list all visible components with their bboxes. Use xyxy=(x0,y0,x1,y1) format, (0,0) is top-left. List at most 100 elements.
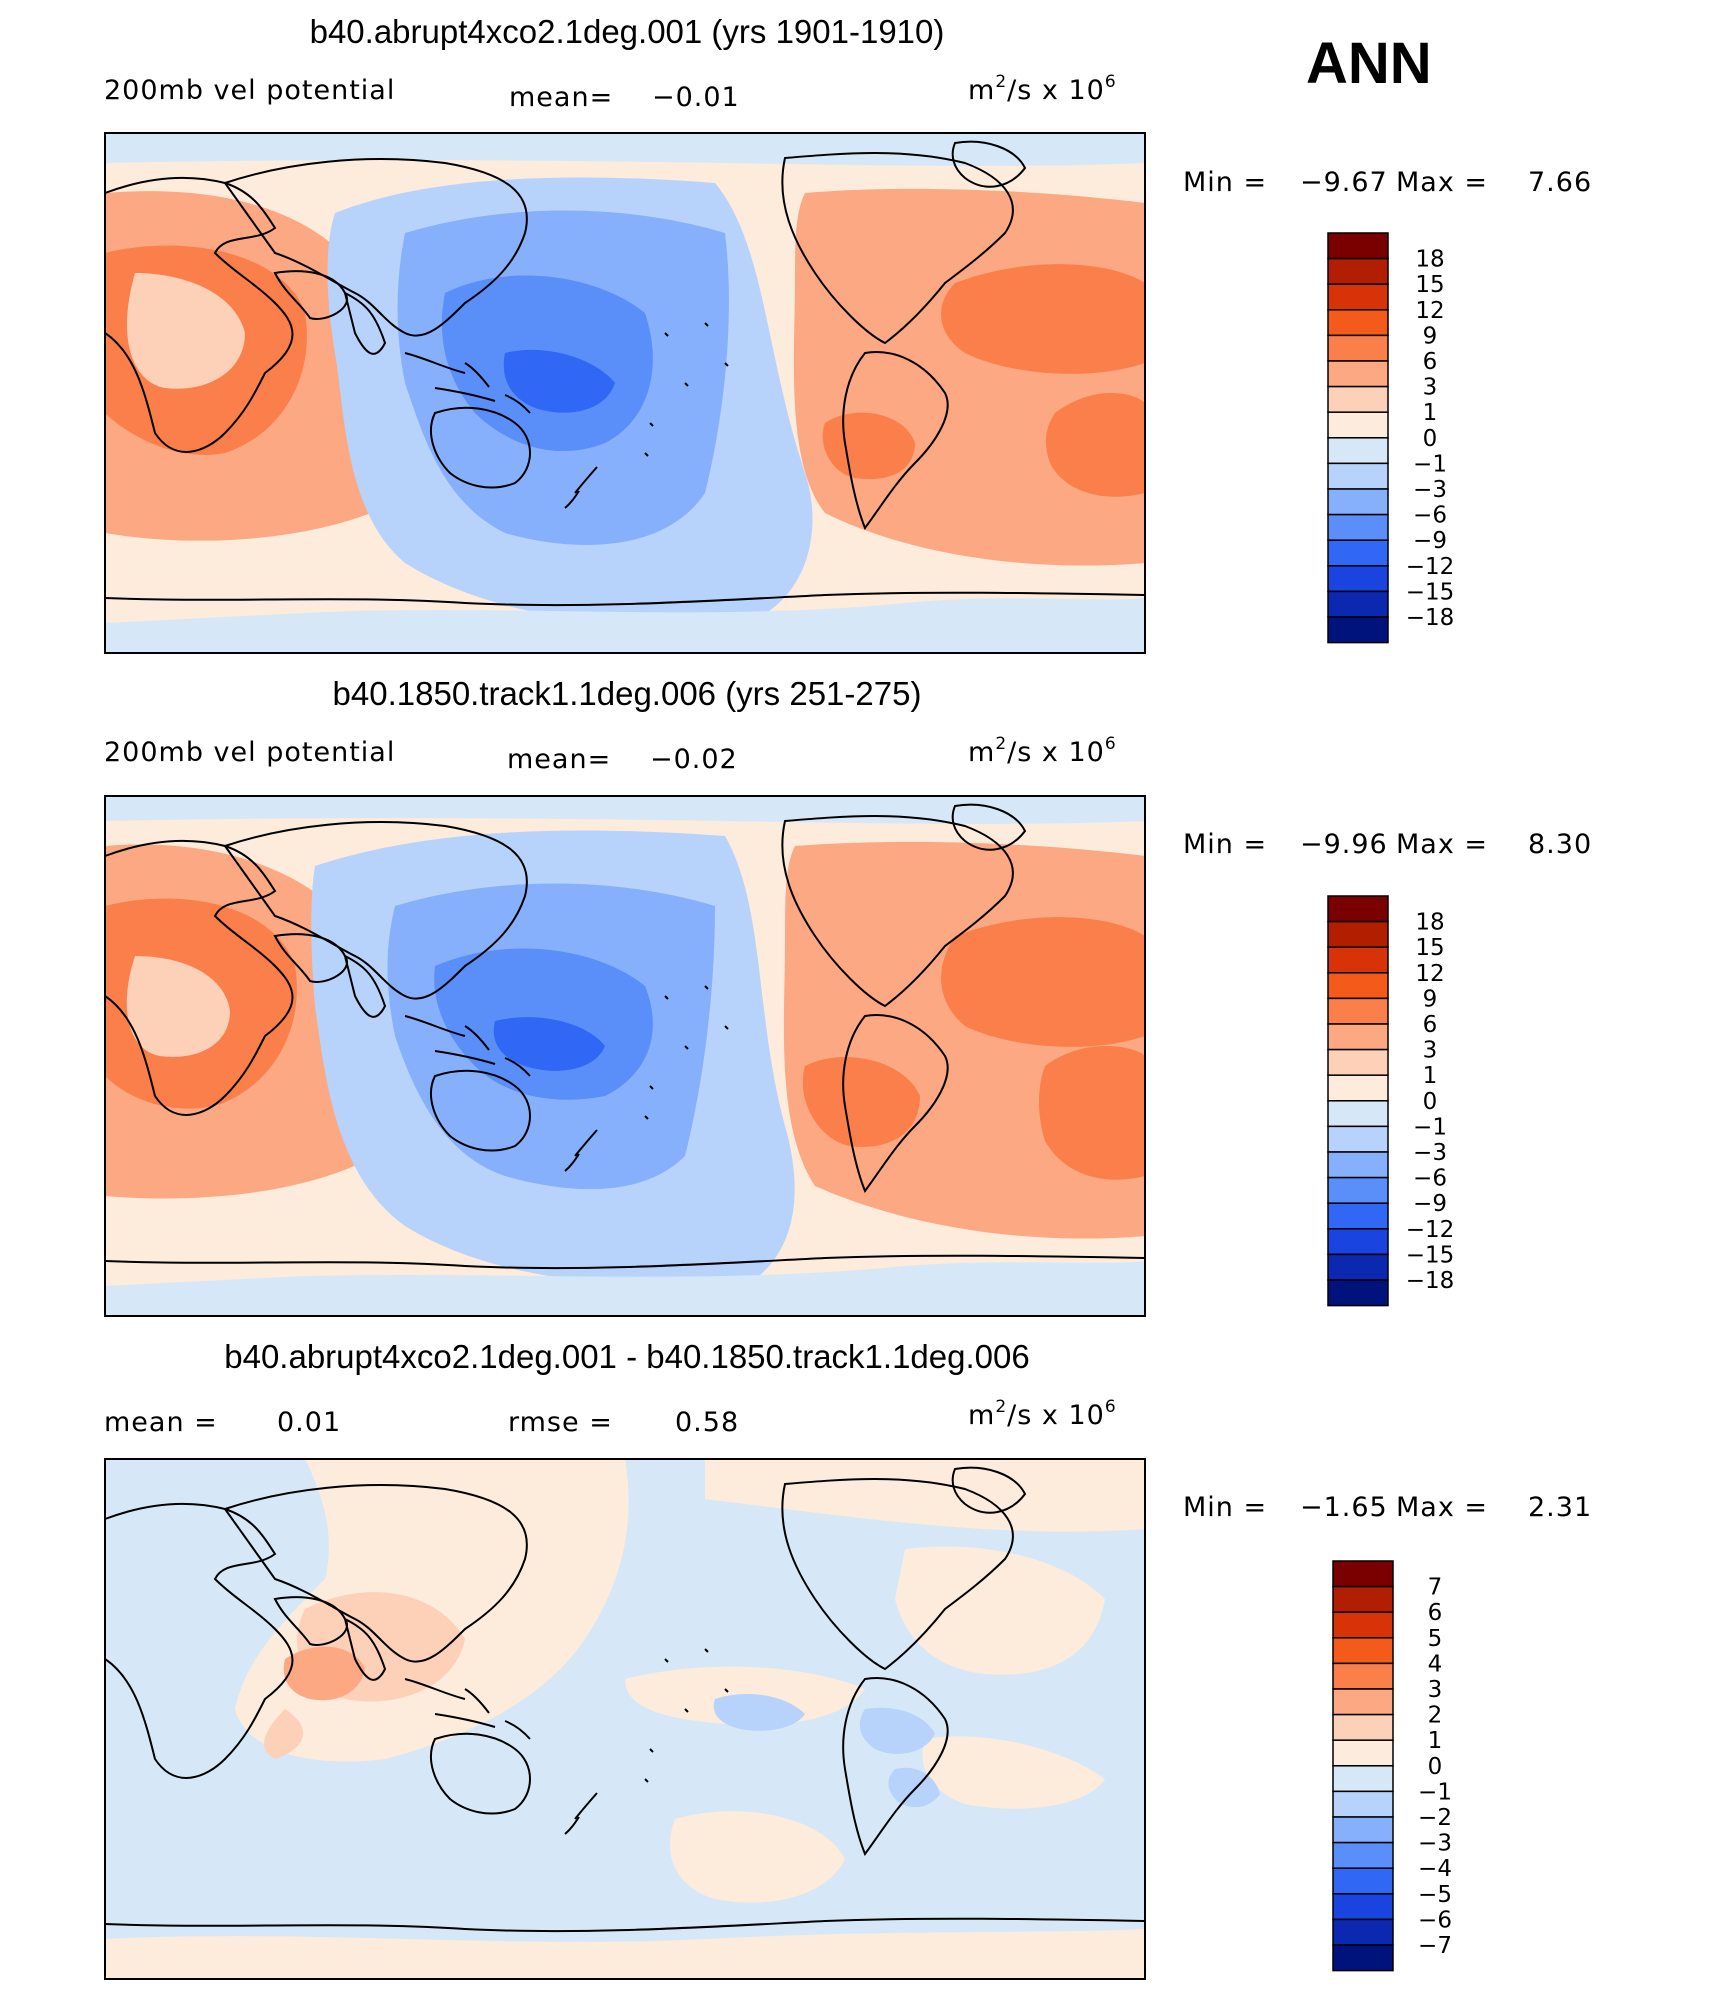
colorbar-tick-label: 6 xyxy=(1423,1012,1438,1038)
colorbar-swatch xyxy=(1332,1816,1394,1844)
colorbar-swatch xyxy=(1327,895,1389,923)
colorbar-tick-label: 3 xyxy=(1423,375,1438,401)
colorbar-swatch xyxy=(1327,309,1389,337)
colorbar-swatch xyxy=(1327,946,1389,974)
colorbar-swatch xyxy=(1332,1560,1394,1588)
panel-2-min-value: −9.96 xyxy=(1300,829,1388,860)
panel-3: b40.abrupt4xco2.1deg.001 - b40.1850.trac… xyxy=(104,1338,1592,1980)
colorbar-tick-label: −18 xyxy=(1406,605,1455,631)
panel-1-mean-label: mean= xyxy=(509,82,613,113)
panel-1-title: b40.abrupt4xco2.1deg.001 (yrs 1901-1910) xyxy=(310,13,945,50)
colorbar-swatch xyxy=(1327,539,1389,567)
colorbar-tick-label: −9 xyxy=(1413,528,1447,554)
colorbar-tick-label: −6 xyxy=(1413,503,1447,529)
colorbar-tick-label: −2 xyxy=(1418,1805,1452,1831)
colorbar-tick-label: 9 xyxy=(1423,323,1438,349)
colorbar-tick-label: −1 xyxy=(1413,451,1447,477)
colorbar-swatch xyxy=(1332,1944,1394,1972)
colorbar-tick-label: −1 xyxy=(1413,1114,1447,1140)
colorbar-tick-label: −1 xyxy=(1418,1779,1452,1805)
colorbar-swatch xyxy=(1327,1176,1389,1204)
colorbar-swatch xyxy=(1327,488,1389,516)
colorbar-swatch xyxy=(1332,1765,1394,1793)
panel-2-mean-label: mean= xyxy=(507,744,611,775)
colorbar-swatch xyxy=(1332,1918,1394,1946)
colorbar-swatch xyxy=(1327,360,1389,388)
colorbar-swatch xyxy=(1327,257,1389,285)
panel-2: b40.1850.track1.1deg.006 (yrs 251-275) 2… xyxy=(104,675,1592,1317)
colorbar-tick-label: −4 xyxy=(1418,1856,1452,1882)
colorbar-swatch xyxy=(1327,1125,1389,1153)
colorbar-tick-label: −18 xyxy=(1406,1268,1455,1294)
colorbar-swatch xyxy=(1327,1228,1389,1256)
panel-2-max-value: 8.30 xyxy=(1528,829,1592,860)
colorbar-tick-label: 4 xyxy=(1428,1651,1443,1677)
panel-3-mean-label: mean = xyxy=(104,1407,218,1438)
panel-1-min-label: Min = xyxy=(1183,167,1267,198)
panel-3-title: b40.abrupt4xco2.1deg.001 - b40.1850.trac… xyxy=(224,1338,1029,1375)
colorbar-swatch xyxy=(1332,1637,1394,1665)
colorbar-tick-label: 7 xyxy=(1428,1575,1443,1601)
panel-1-max-label: Max = xyxy=(1396,167,1488,198)
panel-1-max-value: 7.66 xyxy=(1528,167,1592,198)
season-label: ANN xyxy=(1306,31,1432,96)
colorbar-swatch xyxy=(1327,513,1389,541)
colorbar-swatch xyxy=(1332,1713,1394,1741)
colorbar-tick-label: −3 xyxy=(1413,477,1447,503)
colorbar-tick-label: 18 xyxy=(1415,247,1444,273)
colorbar-swatch xyxy=(1327,1023,1389,1051)
panel-3-max-value: 2.31 xyxy=(1528,1492,1592,1523)
colorbar-tick-label: 1 xyxy=(1428,1728,1443,1754)
colorbar-swatch xyxy=(1327,1100,1389,1128)
panel-1-mean-value: −0.01 xyxy=(652,82,740,113)
colorbar-swatch xyxy=(1327,972,1389,1000)
panel-3-min-label: Min = xyxy=(1183,1492,1267,1523)
colorbar-tick-label: −7 xyxy=(1418,1933,1452,1959)
colorbar-tick-label: −15 xyxy=(1406,579,1455,605)
panel-3-rmse-label: rmse = xyxy=(508,1407,613,1438)
colorbar-tick-label: −3 xyxy=(1413,1140,1447,1166)
panel-1: b40.abrupt4xco2.1deg.001 (yrs 1901-1910)… xyxy=(104,13,1592,654)
panel-2-map xyxy=(104,795,1146,1317)
panel-2-min-label: Min = xyxy=(1183,829,1267,860)
colorbar-tick-label: 9 xyxy=(1423,986,1438,1012)
colorbar-tick-label: −9 xyxy=(1413,1191,1447,1217)
colorbar-tick-label: 2 xyxy=(1428,1703,1443,1729)
panel-3-units: m2/s x 106 xyxy=(968,1397,1117,1431)
colorbar-tick-label: 15 xyxy=(1415,272,1444,298)
colorbar-swatch xyxy=(1332,1662,1394,1690)
colorbar-swatch xyxy=(1327,462,1389,490)
colorbar-tick-label: 1 xyxy=(1423,400,1438,426)
colorbar-swatch xyxy=(1327,565,1389,593)
panel-2-mean-value: −0.02 xyxy=(650,744,738,775)
panel-1-map xyxy=(104,132,1146,654)
colorbar-swatch xyxy=(1327,1279,1389,1307)
panel-3-mean-value: 0.01 xyxy=(277,1407,341,1438)
colorbar-swatch xyxy=(1327,334,1389,362)
colorbar-tick-label: −12 xyxy=(1406,1217,1455,1243)
colorbar-tick-label: −12 xyxy=(1406,554,1455,580)
colorbar-tick-label: 3 xyxy=(1423,1038,1438,1064)
panel-1-variable-label: 200mb vel potential xyxy=(104,75,395,106)
colorbar-tick-label: 6 xyxy=(1423,349,1438,375)
colorbar-tick-label: −15 xyxy=(1406,1242,1455,1268)
colorbar-tick-label: 18 xyxy=(1415,910,1444,936)
colorbar-tick-label: 12 xyxy=(1415,961,1444,987)
colorbar-swatch xyxy=(1332,1739,1394,1767)
panel-2-title: b40.1850.track1.1deg.006 (yrs 251-275) xyxy=(333,675,922,712)
colorbar-swatch xyxy=(1327,283,1389,311)
colorbar-swatch xyxy=(1327,385,1389,413)
colorbar-tick-label: 6 xyxy=(1428,1600,1443,1626)
colorbar-tick-label: 0 xyxy=(1423,426,1438,452)
colorbar-swatch xyxy=(1327,1074,1389,1102)
panel-1-units: m2/s x 106 xyxy=(968,72,1117,106)
colorbar-tick-label: 0 xyxy=(1423,1089,1438,1115)
colorbar-swatch xyxy=(1332,1611,1394,1639)
colorbar-swatch xyxy=(1327,590,1389,618)
panel-2-max-label: Max = xyxy=(1396,829,1488,860)
colorbar-swatch xyxy=(1327,1151,1389,1179)
colorbar-swatch xyxy=(1332,1841,1394,1869)
